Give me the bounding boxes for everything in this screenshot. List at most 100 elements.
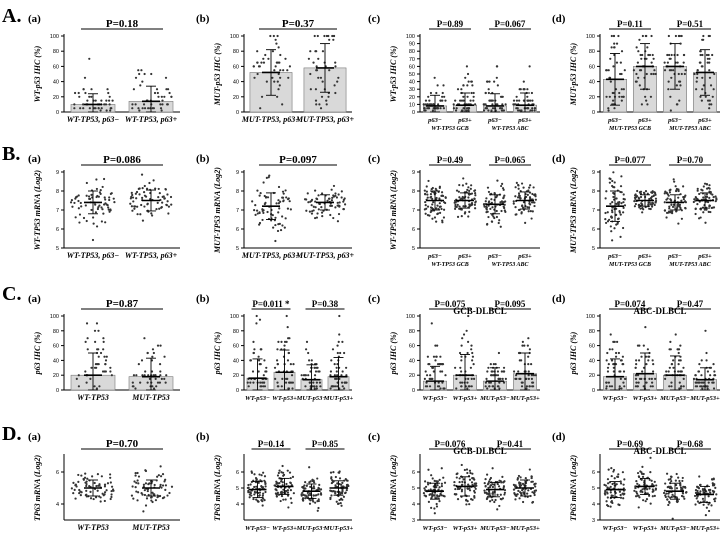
data-point [329,374,332,377]
y-tick-label: 6 [412,227,415,233]
data-point [455,387,458,390]
data-point [425,381,428,384]
data-point [608,218,611,221]
data-point [326,199,329,202]
data-point [330,477,333,480]
data-point [701,387,704,390]
data-point [254,204,257,207]
data-point [94,107,97,110]
data-point [152,107,155,110]
data-point [332,490,335,493]
data-point [335,366,338,369]
data-point [291,475,295,478]
data-point [264,485,267,488]
data-point [281,196,284,199]
data-point [289,208,292,211]
data-point [320,192,324,195]
data-point [712,363,715,366]
y-tick-label: 0 [56,388,59,394]
data-point [640,57,643,60]
data-point [287,76,290,79]
category-label: p63− [607,117,622,124]
data-point [522,186,525,189]
data-point [100,206,103,209]
data-point [497,351,501,355]
y-tick-label: 3 [592,518,595,524]
data-point [533,107,537,110]
data-point [534,198,537,201]
panel-label: (c) [368,431,381,443]
data-point [648,377,651,380]
data-point [133,480,136,483]
data-point [619,235,622,238]
data-point [683,72,686,76]
y-tick-label: 20 [409,95,415,101]
data-point [469,204,472,207]
y-axis-label: TP63 mRNA (Log2) [213,455,222,522]
data-point [606,366,610,369]
data-point [456,215,460,218]
data-point [133,205,136,208]
y-axis-label: MUT-p53 IHC (%) [213,42,222,106]
data-point [483,491,486,494]
data-point [651,53,654,57]
data-point [262,57,265,60]
data-point [329,489,332,492]
data-point [497,377,500,380]
data-point [503,491,507,494]
data-point [466,487,469,490]
data-point [109,473,112,476]
data-point [514,206,517,209]
data-point [306,491,309,494]
data-point [467,107,470,110]
data-point [498,381,501,384]
data-point [653,69,656,72]
data-point [665,211,669,214]
y-tick-label: 100 [406,34,415,40]
data-point [143,205,146,208]
data-point [650,205,654,208]
data-point [607,109,610,112]
data-point [470,344,473,347]
data-point [676,500,679,503]
data-point [308,210,311,213]
data-point [70,487,73,490]
panel-label: (a) [28,431,41,443]
p-value-label: P=0.11 [617,19,643,29]
data-point [694,491,698,494]
data-point [490,198,493,201]
data-point [612,91,615,95]
data-point [305,495,308,498]
data-point [679,359,682,362]
data-point [272,34,275,38]
data-point [277,72,280,76]
data-point [701,53,704,57]
y-tick-label: 0 [412,388,415,394]
data-point [340,381,344,384]
data-point [138,109,141,112]
data-point [439,370,442,373]
data-point [516,478,519,481]
data-point [156,494,159,497]
data-point [309,50,312,53]
data-point [280,471,283,474]
y-tick-label: 60 [233,344,239,350]
data-point [109,481,112,484]
data-point [336,374,339,377]
data-point [287,387,291,390]
data-point [488,385,491,388]
data-point [342,208,345,211]
data-point [93,481,96,485]
data-point [678,381,681,384]
data-point [708,103,711,106]
data-point [518,109,521,112]
data-point [623,478,626,481]
panel-label: (a) [28,13,41,25]
data-point [345,483,349,487]
data-point [604,218,607,221]
data-point [466,500,469,503]
data-point [712,484,716,487]
data-point [473,478,476,481]
data-point [131,209,134,212]
data-point [532,186,535,189]
